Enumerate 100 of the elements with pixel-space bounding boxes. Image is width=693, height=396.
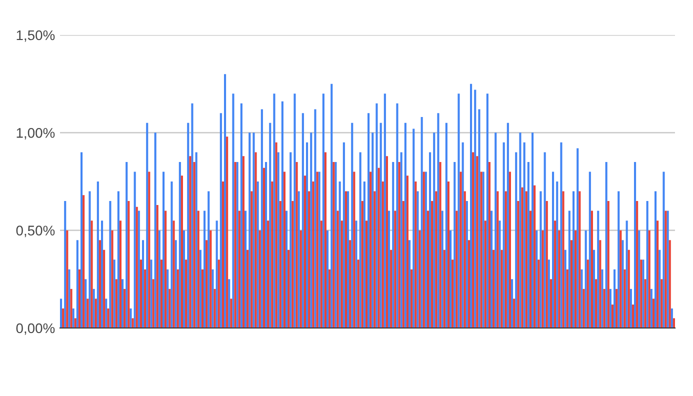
bar — [294, 94, 296, 328]
bar — [529, 210, 532, 328]
bar — [588, 172, 591, 328]
bar — [275, 142, 278, 328]
bar — [542, 230, 544, 328]
bar — [70, 288, 72, 328]
bar — [292, 201, 294, 328]
bar — [558, 230, 560, 328]
bar — [336, 210, 339, 328]
bar — [248, 132, 251, 328]
bar — [394, 210, 396, 328]
y-tick-label: 0,00% — [16, 323, 55, 335]
bar — [582, 288, 585, 328]
bar — [82, 195, 85, 328]
bar — [128, 201, 130, 328]
bar — [429, 152, 432, 328]
bar — [66, 230, 68, 328]
bar — [370, 172, 372, 328]
bar — [302, 113, 304, 328]
bar — [357, 260, 360, 328]
bar — [460, 172, 462, 328]
bar — [435, 191, 438, 328]
bar — [414, 182, 417, 328]
bar — [68, 269, 70, 328]
bar — [162, 172, 165, 328]
bar — [281, 101, 284, 328]
bar — [126, 162, 128, 328]
bar — [187, 122, 190, 328]
bar — [158, 230, 160, 328]
bar — [218, 260, 220, 328]
bar — [515, 152, 518, 328]
bar — [326, 230, 329, 328]
bar — [176, 269, 179, 328]
bar — [312, 182, 314, 328]
bar — [538, 260, 540, 328]
bar — [168, 288, 171, 328]
bar — [76, 240, 78, 328]
bar — [230, 298, 232, 328]
bar — [658, 250, 661, 328]
bar — [269, 122, 272, 328]
bar — [609, 288, 612, 328]
bar — [178, 162, 181, 328]
bar — [386, 156, 388, 328]
bar — [150, 260, 152, 328]
bar — [599, 240, 602, 328]
bar — [468, 240, 470, 328]
bar — [597, 210, 600, 328]
bar — [566, 269, 568, 328]
bar — [593, 250, 596, 328]
bar — [254, 152, 257, 328]
bar — [474, 90, 476, 328]
bar — [536, 230, 538, 328]
bar — [199, 250, 202, 328]
bar — [98, 240, 101, 328]
bar — [256, 182, 259, 328]
bar — [376, 103, 378, 328]
bar — [262, 168, 265, 328]
y-tick-label: 0,50% — [16, 226, 55, 238]
bar — [445, 122, 448, 328]
bar — [250, 191, 253, 328]
bar — [372, 132, 374, 328]
bar — [578, 191, 581, 328]
bar — [564, 250, 566, 328]
bar — [523, 142, 526, 328]
bar — [396, 103, 398, 328]
bar — [122, 279, 124, 328]
bar — [464, 191, 466, 328]
bar — [484, 220, 486, 328]
bar — [574, 230, 577, 328]
bar — [180, 176, 183, 328]
bar — [517, 201, 520, 328]
bar — [447, 182, 450, 328]
bar — [398, 162, 400, 328]
bar — [60, 298, 62, 328]
bar — [265, 162, 268, 328]
bar — [646, 201, 648, 328]
bar — [134, 172, 136, 328]
bar — [216, 220, 218, 328]
bar — [103, 250, 106, 328]
bar — [546, 201, 548, 328]
y-tick-label: 1,50% — [16, 30, 55, 42]
bar — [349, 240, 352, 328]
bar — [548, 260, 550, 328]
bar — [556, 182, 558, 328]
bar — [174, 240, 177, 328]
bar — [271, 182, 274, 328]
bar — [452, 260, 454, 328]
bar — [443, 250, 446, 328]
bar — [490, 210, 493, 328]
bar — [220, 113, 222, 328]
bar — [78, 269, 80, 328]
bar — [142, 240, 144, 328]
bar — [656, 220, 659, 328]
bar — [210, 230, 212, 328]
bar — [476, 156, 478, 328]
bar — [650, 288, 652, 328]
bar — [450, 230, 452, 328]
bar — [224, 74, 226, 328]
bar — [208, 191, 210, 328]
bar — [502, 142, 505, 328]
